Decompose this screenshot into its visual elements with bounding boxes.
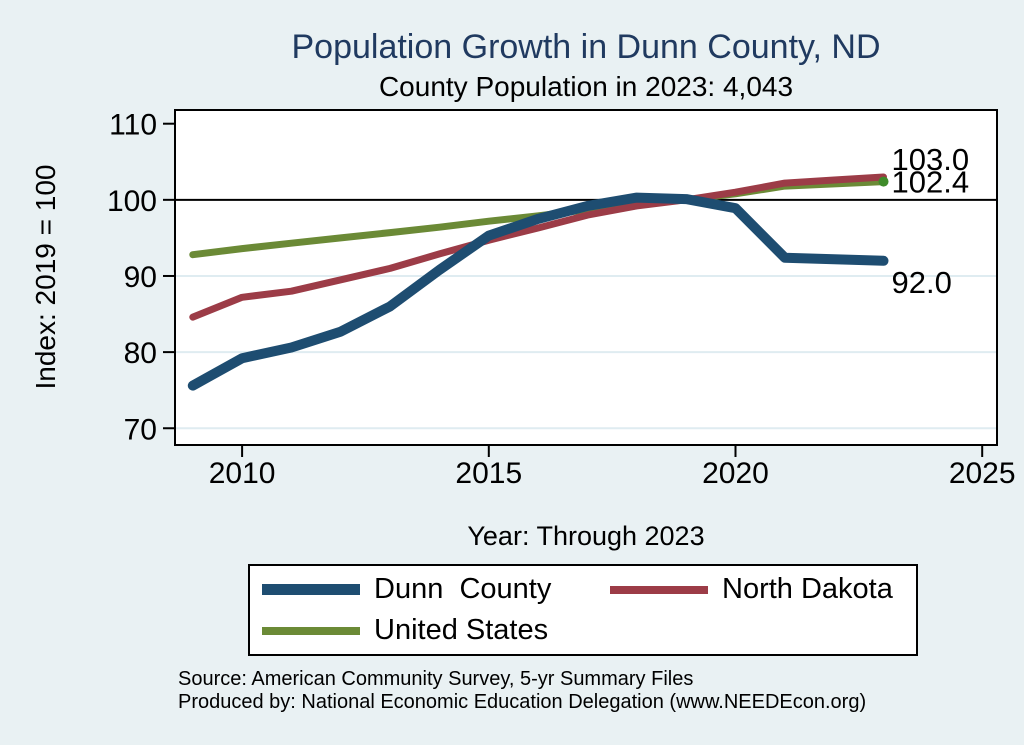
series-line-dunn-county	[187, 192, 889, 391]
y-tick-label: 80	[124, 337, 157, 370]
footer-notes: Source: American Community Survey, 5-yr …	[178, 668, 978, 714]
produced-by-line: Produced by: National Economic Education…	[178, 691, 867, 713]
chart-title: Population Growth in Dunn County, ND	[291, 28, 881, 66]
x-tick-label: 2020	[702, 457, 769, 490]
x-tick-label: 2015	[455, 457, 522, 490]
y-tick-label: 90	[124, 261, 157, 294]
series-line-north-dakota	[189, 173, 887, 321]
plot-svg: 70 80 90 100 110 2010 2015 2020 2025 92.0 103.0102…	[107, 109, 1016, 490]
legend-label-north-dakota: North Dakota	[722, 573, 893, 605]
end-label-united-states: 102.4	[892, 165, 970, 200]
source-line: Source: American Community Survey, 5-yr …	[178, 668, 694, 690]
legend-swatch-north-dakota	[610, 585, 708, 594]
legend: Dunn County North Dakota United States	[248, 564, 918, 656]
end-label-dunn-county: 92.0	[892, 265, 952, 300]
x-tick-label: 2010	[209, 457, 276, 490]
legend-label-dunn-county: Dunn County	[374, 573, 552, 605]
y-tick-label: 110	[109, 109, 157, 142]
end-marker-dot-united-states	[878, 176, 889, 187]
legend-entry-north-dakota: North Dakota	[610, 574, 916, 605]
chart-subtitle: County Population in 2023: 4,043	[378, 71, 794, 102]
plot-area	[175, 110, 997, 445]
end-label-north-dakota: 103.0	[892, 142, 970, 177]
legend-label-united-states: United States	[374, 614, 549, 646]
y-tick-label: 70	[124, 413, 157, 446]
x-tick-label: 2025	[949, 457, 1016, 490]
legend-swatch-united-states	[262, 626, 360, 635]
x-axis-title: Year: Through 2023	[467, 521, 705, 551]
legend-entry-dunn-county: Dunn County	[262, 574, 610, 605]
plot-border	[174, 109, 998, 446]
y-tick-label: 100	[107, 185, 157, 218]
legend-swatch-dunn-county	[262, 584, 360, 595]
legend-entry-united-states: United States	[262, 615, 610, 646]
